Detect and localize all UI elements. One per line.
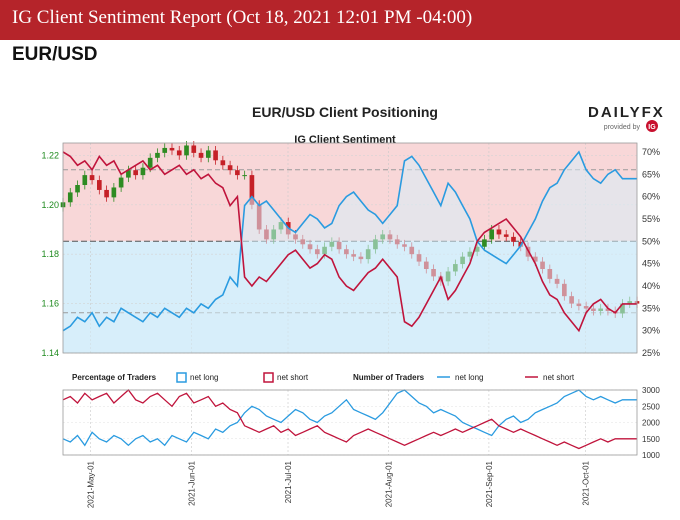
pct-tick-label: 50% bbox=[642, 236, 660, 246]
candle-body bbox=[162, 147, 168, 153]
pct-tick-label: 40% bbox=[642, 281, 660, 291]
candle-body bbox=[133, 170, 138, 176]
candle-body bbox=[155, 152, 160, 158]
pct-short-line bbox=[62, 151, 637, 333]
x-tick-label: 2021-Jul-01 bbox=[284, 460, 293, 503]
pct-tick-label: 25% bbox=[642, 348, 660, 358]
candle-body bbox=[67, 192, 73, 203]
pct-tick-label: 30% bbox=[642, 326, 660, 336]
ig-badge-icon bbox=[646, 120, 658, 132]
candle-body bbox=[97, 180, 102, 190]
count-axis: 3000 2500 2000 1500 1000 bbox=[642, 386, 660, 460]
candle-body bbox=[489, 229, 495, 240]
legend-num-short: net short bbox=[543, 373, 575, 382]
candle-body bbox=[496, 229, 502, 235]
pct-long-line bbox=[62, 150, 637, 332]
bottom-frame bbox=[62, 389, 638, 456]
candle-body bbox=[82, 175, 88, 185]
pct-tick-label: 35% bbox=[642, 303, 660, 313]
date-axis: 2021-May-01 2021-Jun-01 2021-Jul-01 2021-Au… bbox=[87, 460, 591, 508]
count-tick-label: 1000 bbox=[642, 451, 660, 460]
candle-body bbox=[111, 187, 117, 198]
legend-pct-short: net short bbox=[277, 373, 309, 382]
candle-body bbox=[198, 152, 204, 158]
x-tick-label: 2021-Aug-01 bbox=[384, 460, 393, 507]
price-tick-label: 1.16 bbox=[41, 299, 59, 309]
main-frame bbox=[62, 142, 638, 354]
legend-num-long: net long bbox=[455, 373, 483, 382]
price-axis: 1.22 1.20 1.18 1.16 1.14 bbox=[41, 150, 59, 358]
banner-title: IG Client Sentiment Report (Oct 18, 2021… bbox=[12, 7, 473, 28]
x-tick-label: 2021-Sep-01 bbox=[485, 460, 494, 507]
candle-body bbox=[235, 170, 240, 176]
x-tick-label: 2021-May-01 bbox=[87, 460, 96, 508]
candle-body bbox=[220, 160, 226, 166]
candle-body bbox=[511, 236, 516, 242]
num-short-line bbox=[62, 389, 637, 450]
candle-body bbox=[75, 185, 80, 193]
x-tick-label: 2021-Jun-01 bbox=[188, 460, 197, 505]
candle-body bbox=[104, 189, 109, 198]
candle-body bbox=[213, 150, 218, 161]
price-tick-label: 1.14 bbox=[41, 348, 59, 358]
candle-body bbox=[126, 170, 131, 178]
candle-body bbox=[191, 145, 197, 153]
candle-body bbox=[227, 165, 233, 171]
bottom-grid bbox=[63, 389, 637, 456]
dailyfx-logo-text: DAILYFX bbox=[588, 104, 665, 121]
candle-body bbox=[147, 157, 153, 168]
price-tick-label: 1.22 bbox=[41, 150, 59, 160]
dailyfx-logo: DAILYFX provided by IG bbox=[588, 104, 665, 132]
chart-title: EUR/USD Client Positioning bbox=[252, 104, 438, 120]
legend-num-label: Number of Traders bbox=[353, 373, 425, 382]
pct-tick-label: 55% bbox=[642, 214, 660, 224]
ig-badge-text: IG bbox=[648, 124, 656, 131]
count-tick-label: 3000 bbox=[642, 386, 660, 395]
candle-body bbox=[205, 150, 211, 158]
pct-tick-label: 60% bbox=[642, 192, 660, 202]
legend-pct-label: Percentage of Traders bbox=[72, 373, 157, 382]
price-tick-label: 1.18 bbox=[41, 249, 59, 259]
candle-body bbox=[89, 175, 95, 181]
x-tick-label: 2021-Oct-01 bbox=[581, 460, 590, 505]
candle-body bbox=[482, 239, 487, 247]
candle-body bbox=[118, 177, 124, 188]
candle-body bbox=[249, 175, 255, 205]
percent-axis: 70% 65% 60% 55% 50% 45% 40% 35% 30% 25% bbox=[642, 147, 660, 358]
candle-body bbox=[176, 150, 182, 156]
main-panel: 1.22 1.20 1.18 1.16 1.14 70% 65% 60% 55% 50% 45% 4… bbox=[41, 141, 660, 358]
num-long-line bbox=[62, 389, 637, 447]
candle-body bbox=[169, 147, 175, 151]
provided-by-text: provided by bbox=[604, 124, 641, 131]
candle-body bbox=[242, 175, 247, 177]
count-tick-label: 2000 bbox=[642, 419, 660, 428]
price-tick-label: 1.20 bbox=[41, 200, 59, 210]
candle-body bbox=[140, 167, 146, 176]
pct-tick-label: 70% bbox=[642, 147, 660, 157]
currency-pair-heading: EUR/USD bbox=[12, 44, 98, 65]
legend-pct-long-swatch bbox=[176, 372, 187, 383]
candle-body bbox=[503, 234, 509, 237]
pct-tick-label: 65% bbox=[642, 169, 660, 179]
pct-tick-label: 45% bbox=[642, 259, 660, 269]
report-banner: IG Client Sentiment Report (Oct 18, 2021… bbox=[0, 0, 680, 40]
sentiment-chart: EUR/USD Client Positioning IG Client Sen… bbox=[41, 104, 665, 508]
legend-pct-long: net long bbox=[190, 373, 218, 382]
legend-pct-short-swatch bbox=[263, 372, 274, 383]
count-tick-label: 2500 bbox=[642, 402, 660, 411]
net-long-area bbox=[63, 151, 637, 353]
legend: Percentage of Traders net long net short… bbox=[72, 372, 575, 383]
bottom-panel: 3000 2500 2000 1500 1000 bbox=[62, 386, 660, 460]
count-tick-label: 1500 bbox=[642, 435, 660, 444]
candle-body bbox=[184, 145, 189, 156]
